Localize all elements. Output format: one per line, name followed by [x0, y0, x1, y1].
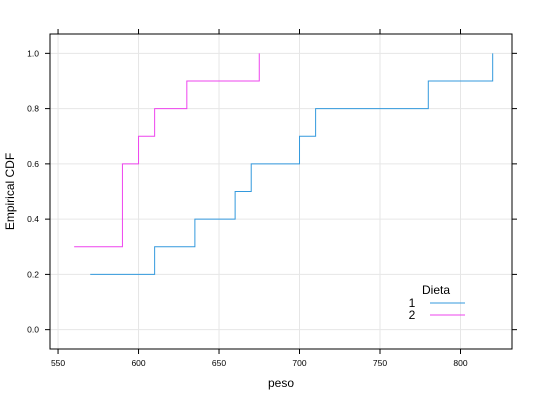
y-tick-label: 1.0	[27, 48, 39, 58]
legend: Dieta 1 2	[409, 283, 465, 322]
grid	[50, 34, 512, 349]
y-tick-label: 0.8	[27, 104, 39, 114]
series-lines	[74, 53, 494, 275]
x-tick-label: 650	[212, 358, 226, 368]
y-axis-title: Empirical CDF	[3, 153, 17, 230]
legend-title: Dieta	[422, 283, 450, 297]
x-tick-label: 550	[51, 358, 65, 368]
y-tick-label: 0.6	[27, 159, 39, 169]
x-tick-label: 750	[373, 358, 387, 368]
axis-ticks: 550 600 650 700 750 800 0.0 0.2 0.4 0.6 0.8 1.0	[27, 29, 517, 368]
x-tick-label: 800	[453, 358, 467, 368]
x-tick-label: 600	[131, 358, 145, 368]
series-1-step-line	[90, 53, 494, 275]
legend-label-1: 1	[409, 296, 416, 310]
y-tick-label: 0.0	[27, 325, 39, 335]
y-tick-label: 0.4	[27, 214, 39, 224]
x-axis-title: peso	[268, 376, 294, 390]
series-2-step-line	[74, 53, 260, 248]
legend-label-2: 2	[409, 308, 416, 322]
x-tick-label: 700	[292, 358, 306, 368]
plot-frame	[49, 33, 513, 350]
y-tick-label: 0.2	[27, 269, 39, 279]
